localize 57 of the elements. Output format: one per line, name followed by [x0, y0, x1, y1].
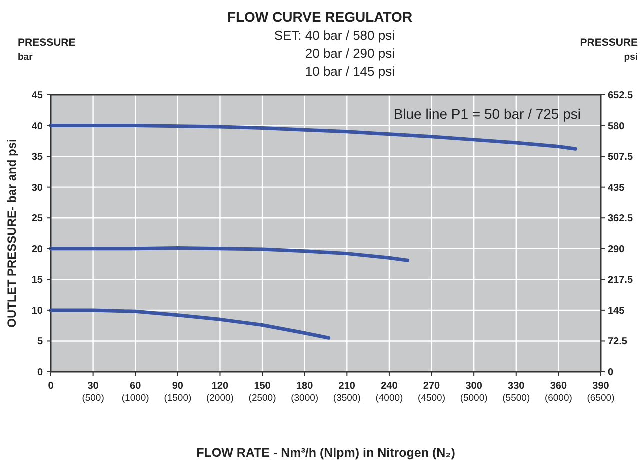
x-tick-label: 390 [592, 381, 610, 392]
x2-tick-label: (6000) [544, 393, 572, 404]
x-tick-label: 210 [338, 381, 356, 392]
x2-tick-label: (1000) [122, 393, 150, 404]
x-tick-label: 360 [550, 381, 568, 392]
y2-tick-label: 72.5 [608, 336, 628, 348]
x2-tick-label: (6500) [587, 393, 615, 404]
x-tick-label: 60 [130, 381, 142, 392]
x2-tick-label: (4500) [418, 393, 446, 404]
y-tick-label: 25 [32, 214, 44, 225]
y2-tick-label: 217.5 [608, 275, 634, 286]
x2-tick-label: (5500) [502, 393, 530, 404]
y2-tick-label: 145 [608, 306, 626, 317]
x2-tick-label: (2500) [248, 393, 276, 404]
x2-tick-label: (1500) [164, 393, 192, 404]
x-tick-label: 270 [423, 381, 441, 392]
y-tick-label: 15 [32, 275, 44, 286]
x-tick-label: 150 [254, 381, 272, 392]
annotation: Blue line P1 = 50 bar / 725 psi [394, 106, 581, 122]
x-tick-label: 0 [48, 381, 54, 392]
x-tick-label: 330 [508, 381, 526, 392]
x-axis-title: FLOW RATE - Nm³/h (Nlpm) in Nitrogen (N₂) [196, 446, 456, 460]
y2-tick-label: 290 [608, 244, 626, 256]
x2-tick-label: (3000) [291, 393, 319, 404]
x-tick-label: 90 [172, 381, 184, 392]
line-series [49, 124, 578, 151]
x2-tick-label: (2000) [206, 393, 234, 404]
y2-tick-label: 362.5 [608, 214, 634, 225]
x-tick-label: 240 [381, 381, 398, 392]
y-tick-label: 10 [32, 306, 44, 317]
y2-tick-label: 0 [608, 368, 614, 378]
chart-subtitle: SET: 40 bar / 580 psi 20 bar / 290 psi 10 bar / 145 psi [274, 28, 396, 79]
x-tick-label: 180 [296, 381, 314, 392]
x2-tick-label: (3500) [333, 393, 361, 404]
y-tick-label: 30 [32, 182, 44, 194]
line-series [49, 246, 410, 262]
x2-tick-label: (500) [82, 393, 104, 404]
y2-tick-label: 435 [608, 182, 626, 194]
x-tick-label: 300 [466, 381, 483, 392]
chart-title: FLOW CURVE REGULATOR [227, 9, 413, 25]
x2-tick-label: (5000) [460, 393, 488, 404]
line-series [49, 308, 331, 340]
y2-tick-label: 580 [608, 121, 626, 132]
y2-tick-label: 652.5 [608, 90, 634, 102]
y-tick-label: 40 [32, 121, 44, 132]
y-tick-label: 35 [32, 152, 44, 164]
y-tick-label: 20 [32, 244, 44, 256]
y-axis-title: OUTLET PRESSURE- bar and psi [5, 139, 19, 328]
text: PRESSURE bar [18, 37, 76, 63]
x-tick-label: 30 [88, 381, 100, 392]
x-tick-label: 120 [212, 381, 230, 392]
y2-axis-title: PRESSURE psi [580, 37, 638, 63]
y2-tick-label: 507.5 [608, 152, 634, 164]
y-tick-label: 5 [37, 336, 44, 348]
y-tick-label: 45 [32, 90, 44, 102]
x2-tick-label: (4000) [376, 393, 404, 404]
y-tick-label: 0 [37, 368, 44, 378]
